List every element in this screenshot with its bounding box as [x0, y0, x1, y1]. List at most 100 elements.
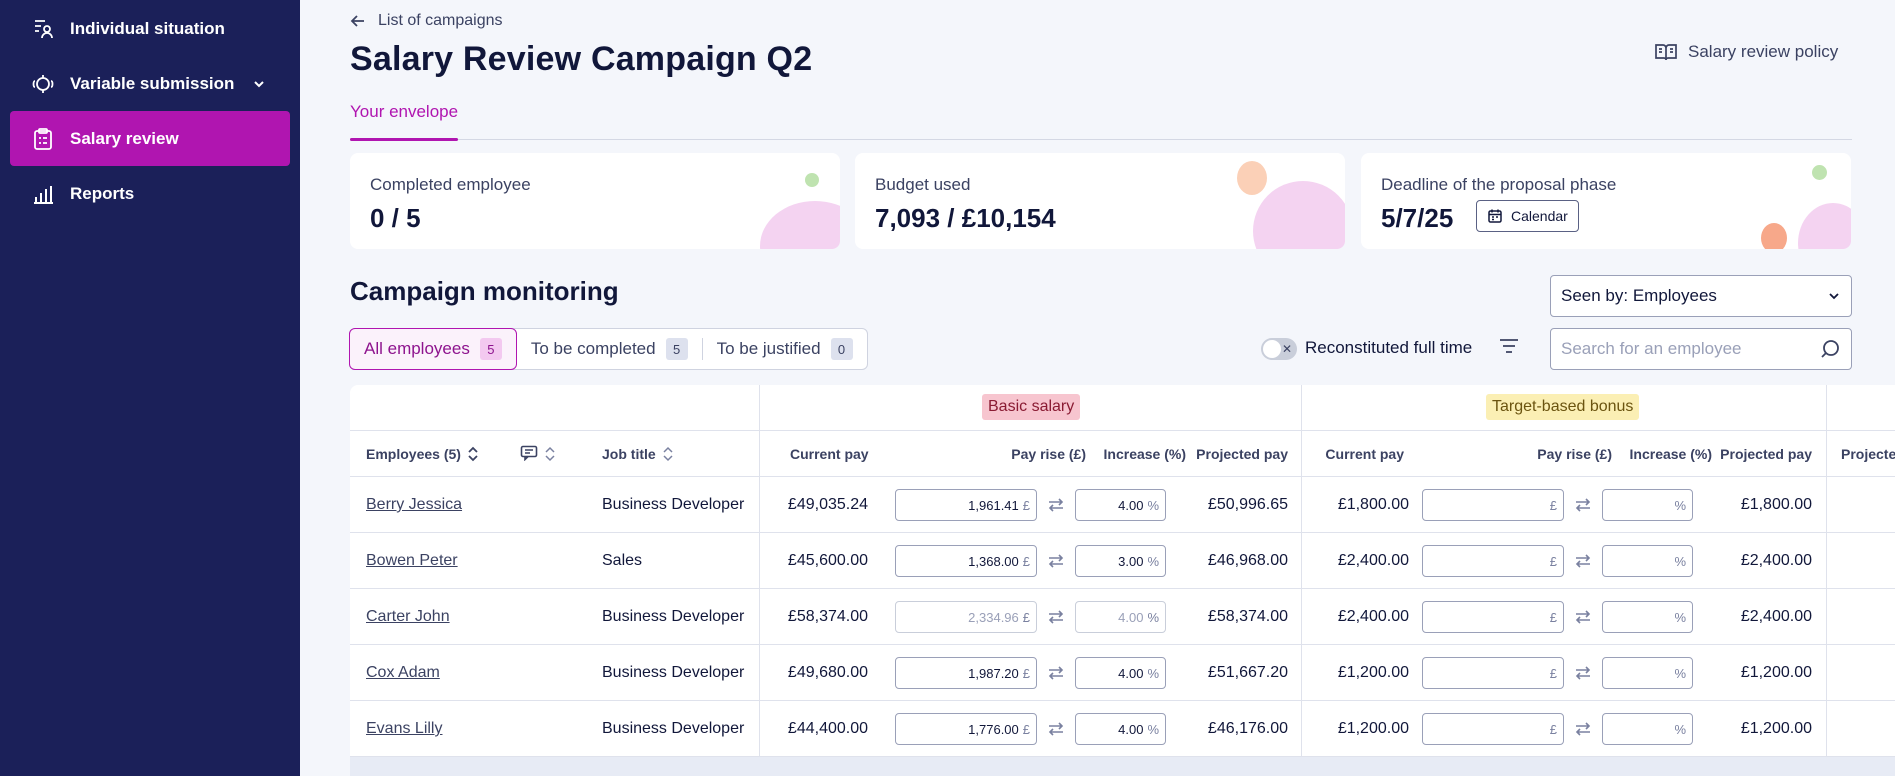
swap-icon[interactable]	[1573, 607, 1593, 627]
pay-rise-input[interactable]: 1,368.00 £	[895, 545, 1037, 577]
column-header-bonus-increase: Increase (%)	[1629, 446, 1712, 462]
employee-name[interactable]: Evans Lilly	[366, 720, 443, 737]
sidebar-item-reports[interactable]: Reports	[10, 166, 290, 221]
pay-rise-input[interactable]: 2,334.96 £	[895, 601, 1037, 633]
employee-name-link[interactable]: Bowen Peter	[366, 533, 458, 589]
increase-input[interactable]: 4.00%	[1075, 657, 1166, 689]
full-time-toggle[interactable]: ✕	[1261, 338, 1297, 360]
swap-icon[interactable]	[1573, 551, 1593, 571]
divider	[350, 476, 1895, 477]
employee-name-link[interactable]: Cox Adam	[366, 645, 440, 701]
chevron-down-icon[interactable]	[252, 77, 266, 91]
employee-name-link[interactable]: Berry Jessica	[366, 477, 462, 533]
swap-icon[interactable]	[1046, 663, 1066, 683]
sidebar-item-label: Individual situation	[70, 18, 225, 38]
bonus-pay-rise-input[interactable]: £	[1422, 601, 1564, 633]
column-header-label: Employees (5)	[366, 446, 461, 462]
column-header-projected-truncated: Projecte	[1841, 446, 1895, 462]
swap-icon[interactable]	[1573, 663, 1593, 683]
salary-review-policy-link[interactable]: Salary review policy	[1654, 42, 1838, 62]
column-header-job-title[interactable]: Job title	[602, 432, 674, 476]
employee-name-link[interactable]: Evans Lilly	[366, 701, 442, 757]
calendar-button[interactable]: Calendar	[1476, 200, 1579, 232]
percent-unit: %	[1674, 721, 1686, 737]
employee-name[interactable]: Cox Adam	[366, 664, 440, 681]
swap-icon[interactable]	[1046, 495, 1066, 515]
card-value: 7,093 / £10,154	[875, 203, 1056, 233]
search-icon[interactable]	[1819, 338, 1841, 360]
bonus-increase-input[interactable]: %	[1602, 657, 1693, 689]
bonus-current-pay: £1,800.00	[1337, 496, 1409, 513]
sidebar-item-variable-submission[interactable]: Variable submission	[10, 56, 290, 111]
seen-by-select[interactable]: Seen by: Employees	[1550, 275, 1852, 317]
pay-rise-input[interactable]: 1,987.20 £	[895, 657, 1037, 689]
bonus-increase-input[interactable]: %	[1602, 601, 1693, 633]
increase-input[interactable]: 4.00%	[1075, 601, 1166, 633]
bonus-current-pay: £1,200.00	[1337, 720, 1409, 737]
column-header-employees[interactable]: Employees (5)	[366, 432, 479, 476]
bonus-current-pay: £2,400.00	[1337, 608, 1409, 625]
increase-input[interactable]: 4.00%	[1075, 713, 1166, 745]
increase-input[interactable]: 3.00%	[1075, 545, 1166, 577]
pay-rise-value: 1,987.20	[968, 665, 1019, 681]
back-link-label: List of campaigns	[378, 12, 503, 29]
current-pay: £45,600.00	[787, 552, 868, 569]
bonus-increase-input[interactable]: %	[1602, 713, 1693, 745]
calendar-icon	[1488, 209, 1502, 223]
bonus-pay-rise-input[interactable]: £	[1422, 657, 1564, 689]
divider	[505, 588, 1895, 589]
swap-icon[interactable]	[1573, 495, 1593, 515]
bonus-pay-rise-input[interactable]: £	[1422, 545, 1564, 577]
increase-input[interactable]: 4.00%	[1075, 489, 1166, 521]
search-input[interactable]	[1561, 339, 1819, 359]
percent-unit: %	[1674, 553, 1686, 569]
sidebar-item-salary-review[interactable]: Salary review	[10, 111, 290, 166]
currency-unit: £	[1022, 497, 1030, 513]
page-title: Salary Review Campaign Q2	[350, 40, 813, 78]
book-open-icon	[1655, 44, 1677, 61]
decorative-blob	[1798, 203, 1851, 249]
close-icon: ✕	[1281, 342, 1292, 356]
employee-name-link[interactable]: Carter John	[366, 589, 450, 645]
bonus-pay-rise-input[interactable]: £	[1422, 489, 1564, 521]
bonus-projected-pay: £2,400.00	[1740, 608, 1812, 625]
pay-rise-input[interactable]: 1,961.41 £	[895, 489, 1037, 521]
count-badge: 0	[830, 338, 853, 360]
tab-your-envelope[interactable]: Your envelope	[350, 100, 459, 141]
filter-to-be-completed[interactable]: To be completed 5	[517, 328, 702, 370]
divider	[1301, 385, 1302, 776]
sidebar-item-label: Variable submission	[70, 73, 235, 93]
column-header-comments[interactable]	[520, 432, 556, 476]
column-header-projected-pay: Projected pay	[1196, 446, 1288, 462]
filter-all-employees[interactable]: All employees 5	[349, 328, 517, 370]
pay-rise-value: 1,368.00	[968, 553, 1019, 569]
percent-unit: %	[1147, 497, 1159, 513]
card-label: Deadline of the proposal phase	[1381, 175, 1617, 194]
increase-value: 3.00	[1118, 553, 1144, 569]
section-title: Campaign monitoring	[350, 276, 619, 306]
sidebar-item-label: Salary review	[70, 128, 179, 148]
filter-to-be-justified[interactable]: To be justified 0	[703, 328, 867, 370]
policy-label: Salary review policy	[1688, 42, 1839, 61]
swap-icon[interactable]	[1046, 719, 1066, 739]
bonus-pay-rise-input[interactable]: £	[1422, 713, 1564, 745]
bonus-increase-input[interactable]: %	[1602, 489, 1693, 521]
employee-name[interactable]: Carter John	[366, 608, 450, 625]
divider	[505, 700, 1895, 701]
decorative-blob	[1761, 223, 1787, 249]
sidebar-item-label: Reports	[70, 183, 135, 203]
currency-unit: £	[1022, 609, 1030, 625]
pay-rise-input[interactable]: 1,776.00 £	[895, 713, 1037, 745]
filter-icon[interactable]	[1498, 336, 1520, 361]
swap-icon[interactable]	[1046, 551, 1066, 571]
divider	[505, 644, 1895, 645]
swap-icon[interactable]	[1046, 607, 1066, 627]
swap-icon[interactable]	[1573, 719, 1593, 739]
card-deadline: Deadline of the proposal phase 5/7/25 Ca…	[1361, 153, 1851, 249]
employee-name[interactable]: Bowen Peter	[366, 552, 458, 569]
back-link[interactable]: List of campaigns	[350, 12, 503, 30]
employee-name[interactable]: Berry Jessica	[366, 496, 463, 513]
sidebar-item-individual-situation[interactable]: Individual situation	[10, 1, 290, 56]
column-header-current-pay: Current pay	[790, 446, 869, 462]
bonus-increase-input[interactable]: %	[1602, 545, 1693, 577]
